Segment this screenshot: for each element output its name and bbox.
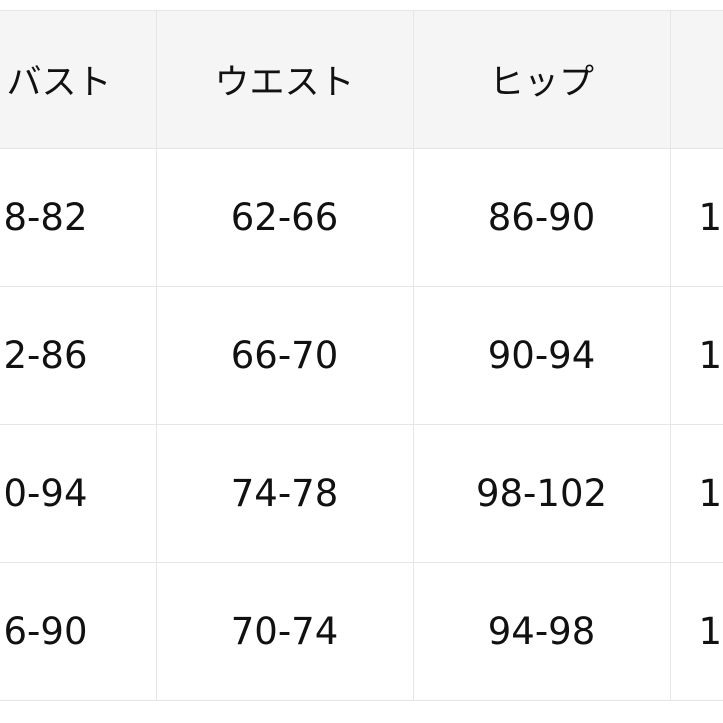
table-row: 2-86 66-70 90-94 1	[0, 286, 723, 425]
cell-col4: 1	[669, 562, 723, 701]
size-table: バスト ウエスト ヒップ 8-82 62-66 86-90 1 2-86 66-…	[0, 10, 723, 701]
cell-bust: 0-94	[0, 424, 157, 563]
cell-waist: 62-66	[155, 148, 414, 287]
table-row: 8-82 62-66 86-90 1	[0, 148, 723, 287]
cell-waist: 66-70	[155, 286, 414, 425]
cell-col4: 1	[669, 286, 723, 425]
table-row: 6-90 70-74 94-98 1	[0, 562, 723, 701]
header-bust: バスト	[0, 10, 157, 149]
cell-bust: 8-82	[0, 148, 157, 287]
cell-hip: 94-98	[412, 562, 671, 701]
header-row: バスト ウエスト ヒップ	[0, 10, 723, 149]
cell-waist: 70-74	[155, 562, 414, 701]
cell-hip: 86-90	[412, 148, 671, 287]
cell-waist: 74-78	[155, 424, 414, 563]
cell-col4: 1	[669, 148, 723, 287]
header-waist: ウエスト	[155, 10, 414, 149]
cell-bust: 2-86	[0, 286, 157, 425]
cell-hip: 98-102	[412, 424, 671, 563]
header-col4	[669, 10, 723, 149]
cell-bust: 6-90	[0, 562, 157, 701]
table-row: 0-94 74-78 98-102 1	[0, 424, 723, 563]
cell-hip: 90-94	[412, 286, 671, 425]
header-hip: ヒップ	[412, 10, 671, 149]
cell-col4: 1	[669, 424, 723, 563]
